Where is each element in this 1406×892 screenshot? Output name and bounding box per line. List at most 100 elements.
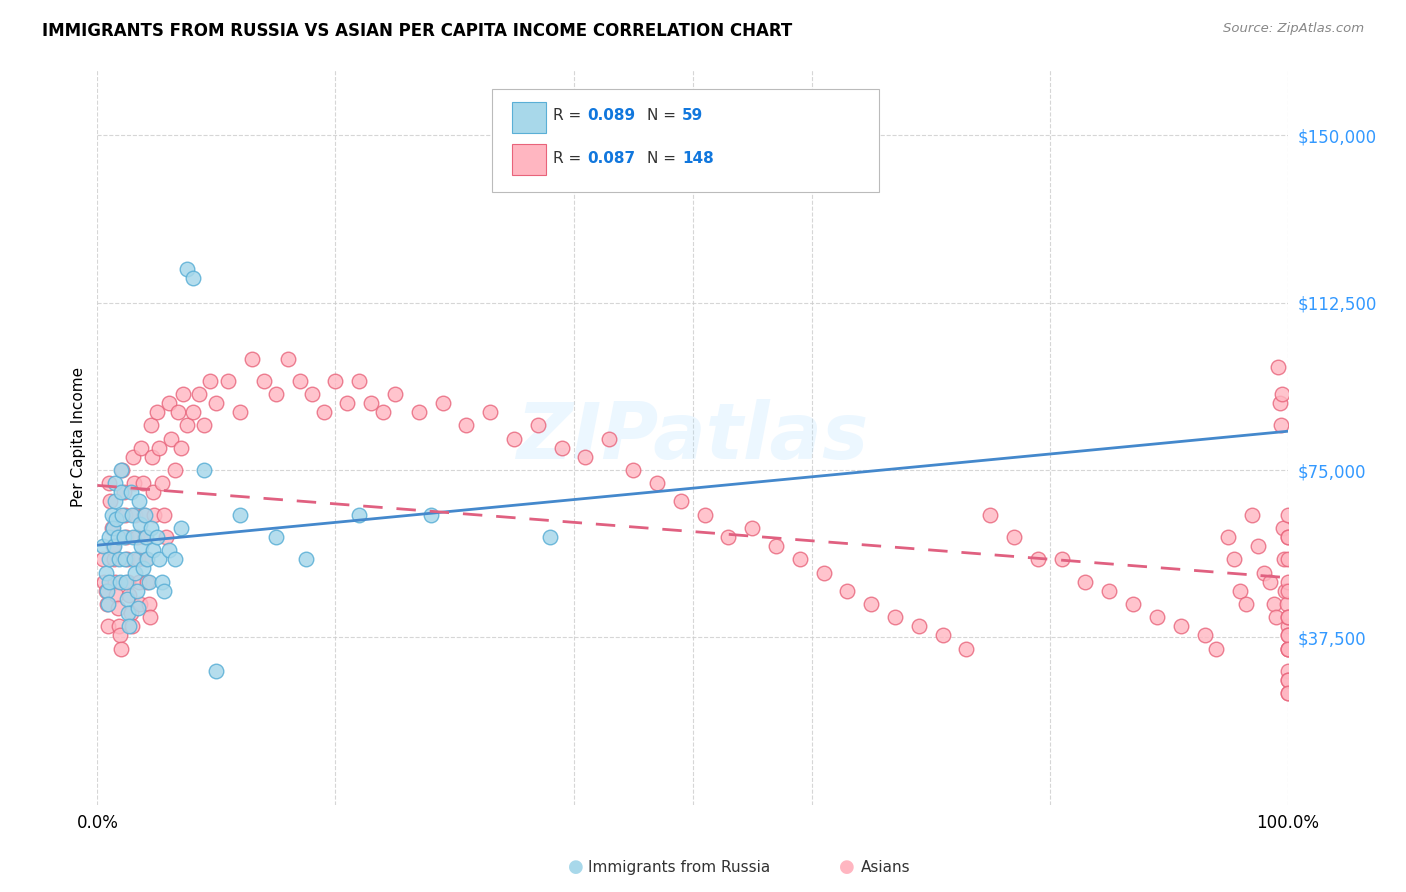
Point xyxy=(931,628,953,642)
Point xyxy=(122,476,145,491)
Point xyxy=(456,418,478,433)
Point xyxy=(1267,360,1289,375)
Text: ●: ● xyxy=(568,858,583,876)
Point xyxy=(288,374,311,388)
Point xyxy=(107,530,129,544)
Text: 0.087: 0.087 xyxy=(588,152,636,166)
Point xyxy=(789,552,811,566)
Point xyxy=(138,574,160,589)
Y-axis label: Per Capita Income: Per Capita Income xyxy=(72,367,86,507)
Point xyxy=(122,552,145,566)
Point xyxy=(104,574,127,589)
Point xyxy=(1277,686,1299,700)
Point xyxy=(1241,508,1264,522)
Point xyxy=(1277,673,1299,687)
Point xyxy=(114,508,136,522)
Point xyxy=(138,597,160,611)
Point xyxy=(104,494,127,508)
Point xyxy=(141,450,163,464)
Point xyxy=(181,405,204,419)
Point xyxy=(1277,574,1299,589)
Point xyxy=(693,508,716,522)
Point xyxy=(117,606,139,620)
Point xyxy=(96,583,118,598)
Point xyxy=(148,441,170,455)
Point xyxy=(97,597,120,611)
Point xyxy=(503,432,526,446)
Point xyxy=(1074,574,1097,589)
Point xyxy=(118,588,141,602)
Point xyxy=(765,539,787,553)
Point xyxy=(98,574,121,589)
Point xyxy=(860,597,883,611)
Point xyxy=(349,374,371,388)
Point xyxy=(115,592,138,607)
Point xyxy=(193,418,215,433)
Point xyxy=(979,508,1001,522)
Point xyxy=(1272,521,1295,535)
Point xyxy=(229,405,252,419)
Point xyxy=(527,418,550,433)
Point xyxy=(1277,610,1299,624)
Point xyxy=(136,574,159,589)
Point xyxy=(108,628,131,642)
Point xyxy=(550,441,572,455)
Point xyxy=(121,619,143,633)
Point xyxy=(1098,583,1121,598)
Point xyxy=(1247,539,1270,553)
Text: IMMIGRANTS FROM RUSSIA VS ASIAN PER CAPITA INCOME CORRELATION CHART: IMMIGRANTS FROM RUSSIA VS ASIAN PER CAPI… xyxy=(42,22,793,40)
Point xyxy=(1122,597,1144,611)
Point xyxy=(1277,686,1299,700)
Point xyxy=(1277,641,1299,656)
Point xyxy=(1258,574,1281,589)
Point xyxy=(1223,552,1246,566)
Point xyxy=(100,494,122,508)
Text: Source: ZipAtlas.com: Source: ZipAtlas.com xyxy=(1223,22,1364,36)
Point xyxy=(124,508,146,522)
Point xyxy=(294,552,316,566)
Point xyxy=(121,508,143,522)
Point xyxy=(134,508,156,522)
Point xyxy=(117,574,139,589)
Point xyxy=(432,396,454,410)
Point xyxy=(120,485,142,500)
Point xyxy=(98,552,121,566)
Point xyxy=(1277,673,1299,687)
Point xyxy=(134,530,156,544)
Point xyxy=(193,463,215,477)
Point xyxy=(142,485,165,500)
Point xyxy=(157,396,180,410)
Point xyxy=(103,552,125,566)
Point xyxy=(105,588,128,602)
Point xyxy=(131,561,153,575)
Point xyxy=(118,619,141,633)
Point xyxy=(127,601,149,615)
Point xyxy=(142,543,165,558)
Text: N =: N = xyxy=(647,152,681,166)
Point xyxy=(110,485,132,500)
Point xyxy=(112,485,135,500)
Point xyxy=(717,530,740,544)
Point xyxy=(187,387,209,401)
Point xyxy=(128,494,150,508)
Point xyxy=(325,374,347,388)
Point xyxy=(1277,583,1299,598)
Point xyxy=(91,552,114,566)
Point xyxy=(114,552,136,566)
Point xyxy=(127,552,149,566)
Point xyxy=(1264,610,1286,624)
Point xyxy=(176,418,198,433)
Point xyxy=(96,597,118,611)
Point xyxy=(312,405,335,419)
Point xyxy=(349,508,371,522)
Point xyxy=(1277,628,1299,642)
Point xyxy=(132,508,155,522)
Point xyxy=(104,476,127,491)
Point xyxy=(146,405,169,419)
Text: Asians: Asians xyxy=(860,860,910,874)
Point xyxy=(1277,552,1299,566)
Point xyxy=(110,463,132,477)
Point xyxy=(129,516,152,531)
Point xyxy=(360,396,382,410)
Point xyxy=(115,552,138,566)
